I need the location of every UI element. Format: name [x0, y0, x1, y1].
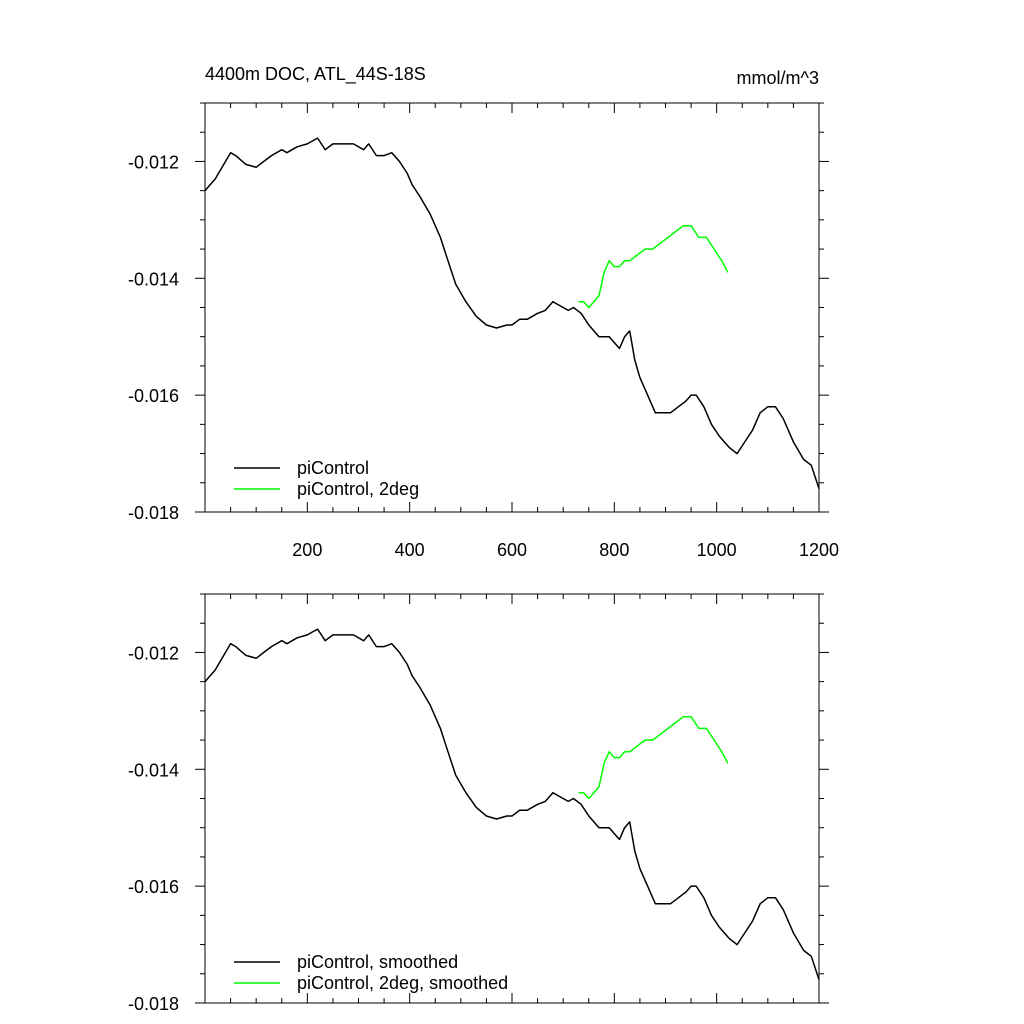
- series-line-2: [578, 715, 729, 800]
- y-tick-label: -0.018: [128, 503, 179, 523]
- y-tick-label: -0.016: [128, 386, 179, 406]
- y-tick-label: -0.014: [128, 269, 179, 289]
- chart-units: mmol/m^3: [737, 68, 819, 88]
- plot-frame: [204, 102, 820, 513]
- y-tick-label: -0.012: [128, 643, 179, 663]
- x-tick-label: 1000: [697, 540, 737, 560]
- y-tick-label: -0.012: [128, 152, 179, 172]
- legend-label-2: piControl, 2deg: [297, 479, 419, 499]
- top-panel: -0.012 -0.014 -0.016 -0.018 200 400 600 800 1000…: [128, 102, 839, 560]
- x-tick-label: 800: [599, 540, 629, 560]
- y-tick-label: -0.016: [128, 877, 179, 897]
- x-tick-label: 1200: [799, 540, 839, 560]
- y-tick-label: -0.014: [128, 760, 179, 780]
- chart-title: 4400m DOC, ATL_44S-18S: [205, 64, 426, 85]
- bottom-panel: -0.012 -0.014 -0.016 -0.018 piControl, smoot…: [128, 593, 829, 1014]
- x-tick-label: 600: [497, 540, 527, 560]
- plot-frame: [204, 593, 820, 1004]
- series-line-2: [578, 224, 729, 309]
- legend-label-1: piControl: [297, 458, 369, 478]
- x-tick-label: 400: [395, 540, 425, 560]
- legend-label-2: piControl, 2deg, smoothed: [297, 973, 508, 993]
- x-tick-label: 200: [292, 540, 322, 560]
- series-line-1: [204, 628, 820, 980]
- y-tick-label: -0.018: [128, 994, 179, 1014]
- legend-label-1: piControl, smoothed: [297, 952, 458, 972]
- series-line-1: [204, 137, 820, 489]
